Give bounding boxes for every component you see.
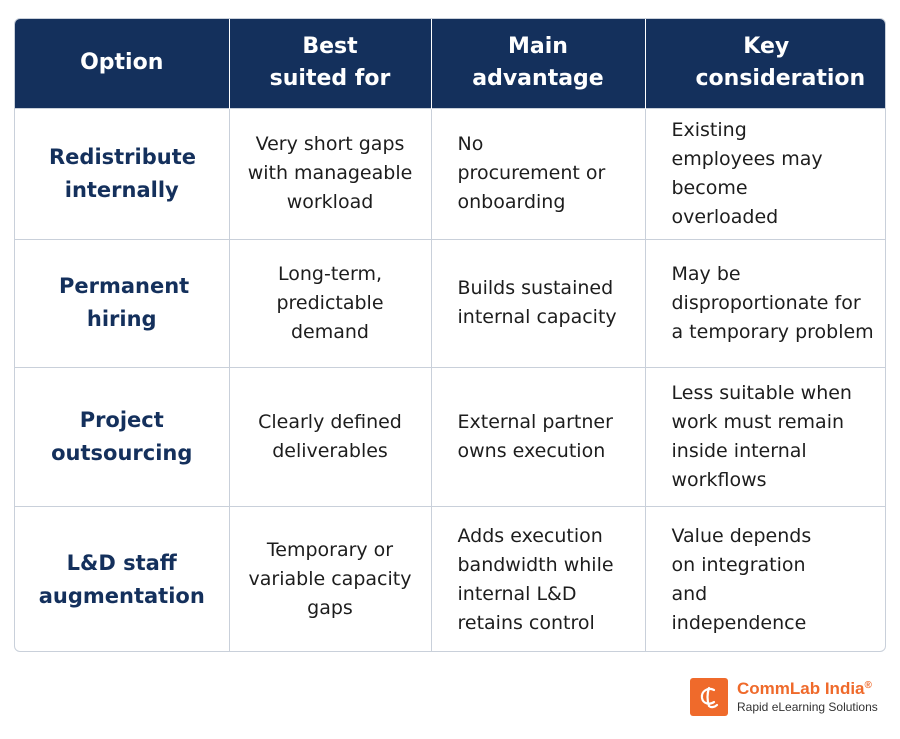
option-label: Project outsourcing bbox=[51, 407, 193, 465]
table-header: Option Best suited for Main advantage Ke… bbox=[15, 19, 885, 108]
key-consideration-text: Value depends on integration and indepen… bbox=[671, 524, 812, 634]
table-row: L&D staff augmentation Temporary or vari… bbox=[15, 505, 885, 651]
main-advantage-cell: Adds execution bandwidth while internal … bbox=[431, 505, 646, 651]
best-suited-text: Temporary or variable capacity gaps bbox=[248, 539, 412, 620]
header-key-consideration: Key consideration bbox=[645, 19, 885, 108]
best-suited-cell: Long-term, predictable demand bbox=[229, 238, 432, 367]
option-cell: Project outsourcing bbox=[15, 366, 230, 506]
header-best-suited-for: Best suited for bbox=[229, 19, 432, 108]
best-suited-text: Long-term, predictable demand bbox=[276, 262, 384, 343]
logo-text: CommLab India® Rapid eLearning Solutions bbox=[737, 679, 878, 715]
commlab-logo: CommLab India® Rapid eLearning Solutions bbox=[690, 678, 878, 716]
option-cell: Permanent hiring bbox=[15, 238, 230, 367]
best-suited-cell: Very short gaps with manageable workload bbox=[229, 107, 432, 239]
options-table: Option Best suited for Main advantage Ke… bbox=[15, 19, 885, 651]
main-advantage-text: No procurement or onboarding bbox=[457, 133, 606, 213]
registered-mark: ® bbox=[864, 680, 872, 691]
header-row: Option Best suited for Main advantage Ke… bbox=[15, 19, 885, 108]
cl-monogram-icon bbox=[690, 678, 728, 716]
brand-label: CommLab India bbox=[737, 679, 865, 698]
option-cell: Redistribute internally bbox=[15, 107, 230, 239]
key-consideration-text: May be disproportionate for a temporary … bbox=[671, 262, 874, 343]
main-advantage-cell: Builds sustained internal capacity bbox=[431, 238, 646, 367]
key-consideration-cell: Existing employees may become overloaded bbox=[645, 107, 885, 239]
best-suited-text: Clearly defined deliverables bbox=[258, 410, 402, 462]
main-advantage-text: Builds sustained internal capacity bbox=[457, 277, 617, 328]
table-row: Permanent hiring Long-term, predictable … bbox=[15, 238, 885, 367]
table-body: Redistribute internally Very short gaps … bbox=[15, 107, 885, 651]
header-option: Option bbox=[15, 19, 230, 108]
main-advantage-cell: No procurement or onboarding bbox=[431, 107, 646, 239]
table-row: Project outsourcing Clearly defined deli… bbox=[15, 366, 885, 506]
header-main-advantage: Main advantage bbox=[431, 19, 646, 108]
key-consideration-cell: Less suitable when work must remain insi… bbox=[645, 366, 885, 506]
option-cell: L&D staff augmentation bbox=[15, 505, 230, 651]
brand-tagline: Rapid eLearning Solutions bbox=[737, 700, 878, 714]
main-advantage-text: External partner owns execution bbox=[457, 410, 613, 462]
best-suited-text: Very short gaps with manageable workload bbox=[247, 133, 413, 213]
best-suited-cell: Clearly defined deliverables bbox=[229, 366, 432, 506]
main-advantage-text: Adds execution bandwidth while internal … bbox=[457, 524, 614, 634]
option-label: Redistribute internally bbox=[49, 144, 196, 202]
option-label: L&D staff augmentation bbox=[38, 550, 205, 608]
key-consideration-text: Less suitable when work must remain insi… bbox=[671, 381, 852, 491]
option-label: Permanent hiring bbox=[59, 274, 190, 331]
brand-name: CommLab India® bbox=[737, 679, 878, 699]
table-row: Redistribute internally Very short gaps … bbox=[15, 107, 885, 239]
comparison-table: Option Best suited for Main advantage Ke… bbox=[14, 18, 886, 652]
key-consideration-cell: Value depends on integration and indepen… bbox=[645, 505, 885, 651]
key-consideration-text: Existing employees may become overloaded bbox=[671, 118, 823, 228]
key-consideration-cell: May be disproportionate for a temporary … bbox=[645, 238, 885, 367]
main-advantage-cell: External partner owns execution bbox=[431, 366, 646, 506]
best-suited-cell: Temporary or variable capacity gaps bbox=[229, 505, 432, 651]
